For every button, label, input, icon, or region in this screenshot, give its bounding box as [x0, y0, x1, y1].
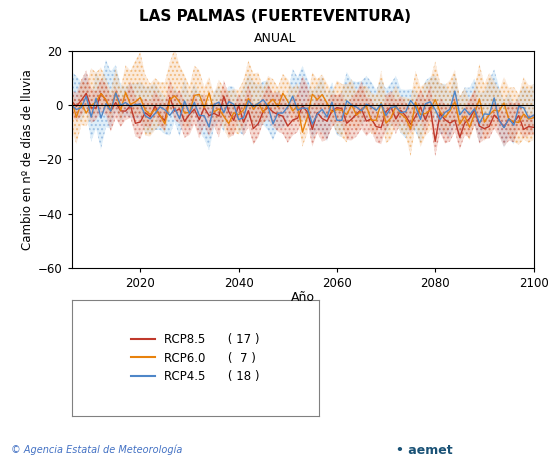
Text: LAS PALMAS (FUERTEVENTURA): LAS PALMAS (FUERTEVENTURA) — [139, 9, 411, 24]
Text: Año: Año — [290, 291, 315, 304]
Text: © Agencia Estatal de Meteorología: © Agencia Estatal de Meteorología — [11, 444, 183, 455]
Text: ANUAL: ANUAL — [254, 32, 296, 45]
Y-axis label: Cambio en nº de días de lluvia: Cambio en nº de días de lluvia — [20, 69, 34, 250]
Legend: RCP8.5      ( 17 ), RCP6.0      (  7 ), RCP4.5      ( 18 ): RCP8.5 ( 17 ), RCP6.0 ( 7 ), RCP4.5 ( 18… — [126, 328, 264, 388]
Text: • aemet: • aemet — [396, 444, 453, 457]
